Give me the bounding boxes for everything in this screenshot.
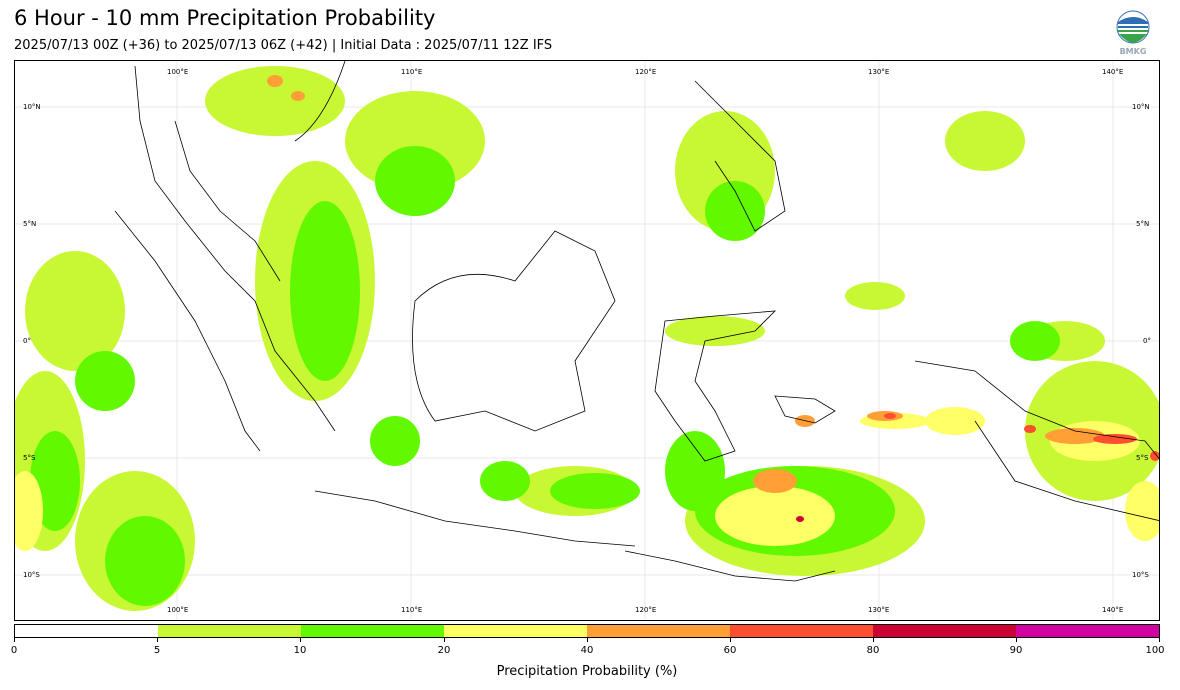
sulawesi-coast — [654, 310, 777, 462]
lon-label-top-120: 120°E — [635, 68, 657, 76]
colorbar-title: Precipitation Probability (%) — [496, 664, 678, 679]
colorbar-tick-label-90: 90 — [1009, 645, 1023, 656]
colorbar-tick — [730, 638, 731, 642]
sumatra-west-coast — [114, 210, 261, 452]
papua-coast — [914, 360, 1159, 521]
bmkg-logo: BMKG — [1112, 10, 1154, 56]
chart-title: 6 Hour - 10 mm Precipitation Probability — [14, 6, 436, 30]
colorbar-tick-label-80: 80 — [866, 645, 880, 656]
lat-label-right-10n: 10°N — [1132, 103, 1150, 111]
java-coast — [314, 490, 636, 547]
colorbar — [14, 624, 1160, 638]
colorbar-tick — [1016, 638, 1017, 642]
lat-label-left-5n: 5°N — [23, 220, 37, 228]
lat-label-right-eq: 0° — [1143, 337, 1151, 345]
colorbar-segment-5-10 — [158, 625, 301, 637]
logo-text: BMKG — [1120, 47, 1147, 56]
lon-label-top-110: 110°E — [401, 68, 423, 76]
colorbar-tick — [873, 638, 874, 642]
prob-60-80-area — [884, 413, 1159, 461]
colorbar-tick-label-0: 0 — [10, 645, 18, 656]
precipitation-map: 100°E 110°E 120°E 130°E 140°E 100°E 110°… — [14, 60, 1160, 621]
colorbar-segment-80-90 — [873, 625, 1016, 637]
colorbar-segment-0-5 — [15, 625, 158, 637]
colorbar-tick-label-10: 10 — [293, 645, 307, 656]
sumatra-coast — [134, 65, 336, 432]
borneo-coast — [412, 230, 616, 432]
colorbar-tick-label-40: 40 — [580, 645, 594, 656]
colorbar-segment-40-60 — [587, 625, 730, 637]
map-canvas — [15, 61, 1159, 620]
lon-label-top-130: 130°E — [868, 68, 890, 76]
lon-label-bottom-110: 110°E — [401, 606, 423, 614]
colorbar-tick — [444, 638, 445, 642]
lon-label-bottom-120: 120°E — [635, 606, 657, 614]
lat-label-right-10s: 10°S — [1132, 571, 1149, 579]
lon-label-bottom-100: 100°E — [167, 606, 189, 614]
map-gridlines — [15, 61, 1159, 620]
colorbar-tick-label-20: 20 — [437, 645, 451, 656]
lon-label-bottom-140: 140°E — [1102, 606, 1124, 614]
malay-peninsula — [174, 120, 281, 282]
colorbar-tick — [587, 638, 588, 642]
chart-subtitle: 2025/07/13 00Z (+36) to 2025/07/13 06Z (… — [14, 38, 553, 53]
lon-label-top-100: 100°E — [167, 68, 189, 76]
lat-label-right-5n: 5°N — [1136, 220, 1150, 228]
philippines-coast — [694, 80, 786, 232]
colorbar-tick-label-5: 5 — [153, 645, 161, 656]
colorbar-segment-90-100 — [1016, 625, 1159, 637]
colorbar-tick — [14, 638, 15, 642]
seram-coast — [774, 395, 836, 424]
lat-label-left-eq: 0° — [23, 337, 31, 345]
lat-label-left-5s: 5°S — [23, 454, 36, 462]
colorbar-tick-label-60: 60 — [723, 645, 737, 656]
indochina-coast — [294, 61, 346, 142]
colorbar-tick-label-100: 100 — [1145, 645, 1165, 656]
lon-label-bottom-130: 130°E — [868, 606, 890, 614]
prob-5-10-area — [15, 66, 1159, 611]
coastlines — [114, 61, 1159, 582]
colorbar-tick — [157, 638, 158, 642]
colorbar-tick — [1159, 638, 1160, 642]
prob-20-40-area — [15, 407, 1159, 551]
lat-label-left-10n: 10°N — [23, 103, 41, 111]
prob-80-90-area — [796, 516, 804, 522]
colorbar-segment-20-40 — [444, 625, 587, 637]
lat-label-left-10s: 10°S — [23, 571, 40, 579]
colorbar-tick — [300, 638, 301, 642]
colorbar-segment-60-80 — [730, 625, 873, 637]
lon-label-top-140: 140°E — [1102, 68, 1124, 76]
bmkg-globe-logo-icon: BMKG — [1116, 10, 1150, 56]
colorbar-segment-10-20 — [301, 625, 444, 637]
nusa-tenggara-coast — [624, 550, 836, 582]
lat-label-right-5s: 5°S — [1136, 454, 1149, 462]
